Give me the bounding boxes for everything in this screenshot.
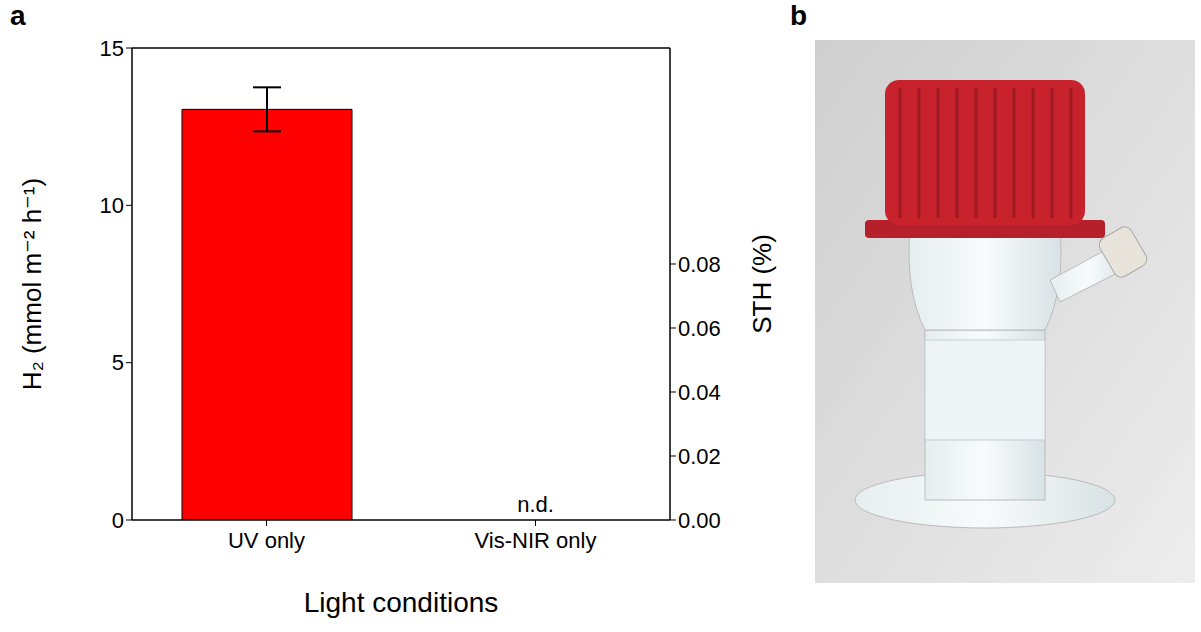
svg-text:Light conditions: Light conditions: [304, 587, 499, 618]
svg-text:0.02: 0.02: [678, 444, 721, 469]
svg-text:15: 15: [100, 36, 124, 61]
svg-text:0.08: 0.08: [678, 252, 721, 277]
svg-text:0: 0: [112, 508, 124, 533]
svg-text:n.d.: n.d.: [517, 492, 554, 517]
svg-text:10: 10: [100, 193, 124, 218]
svg-text:STH (%): STH (%): [747, 234, 777, 334]
svg-text:0.00: 0.00: [678, 508, 721, 533]
svg-text:H₂ (mmol m⁻² h⁻¹): H₂ (mmol m⁻² h⁻¹): [17, 178, 47, 390]
svg-text:UV only: UV only: [228, 528, 305, 553]
html-text:b: b: [790, 0, 808, 31]
svg-text:0.04: 0.04: [678, 380, 721, 405]
svg-text:5: 5: [112, 350, 124, 375]
svg-text:Vis-NIR only: Vis-NIR only: [475, 528, 597, 553]
html-text:a: a: [10, 0, 26, 31]
svg-text:0.06: 0.06: [678, 316, 721, 341]
